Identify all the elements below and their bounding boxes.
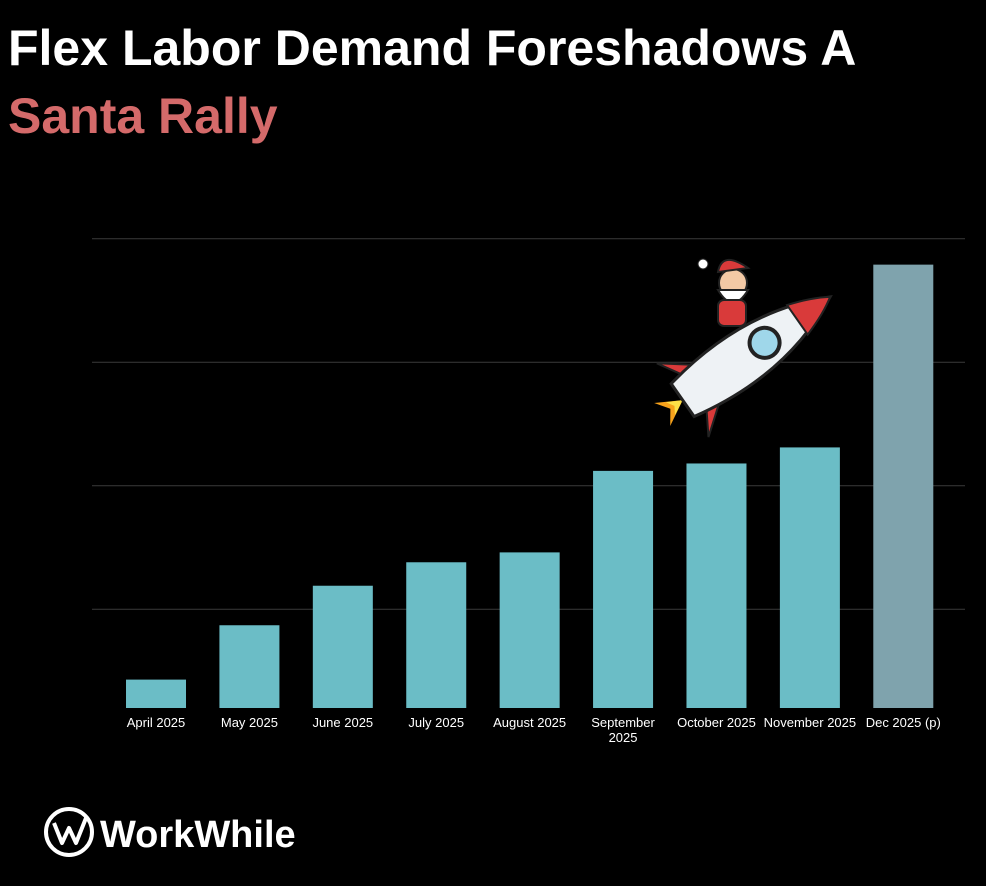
- bar: [873, 264, 934, 708]
- chart-title: Flex Labor Demand Foreshadows A: [8, 20, 856, 76]
- bar: [779, 447, 840, 708]
- santa-illustration: [697, 258, 751, 327]
- chart-title-highlight: Santa Rally: [8, 88, 278, 144]
- bar: [593, 470, 654, 708]
- x-tick-label: November 2025: [763, 715, 857, 730]
- x-tick-label: September 2025: [591, 715, 655, 745]
- x-tick-label: August 2025: [493, 715, 567, 730]
- x-tick-label: July 2025: [408, 715, 465, 730]
- bar: [499, 552, 560, 708]
- x-tick-label: May 2025: [220, 715, 278, 730]
- x-tick-label: June 2025: [312, 715, 374, 730]
- x-tick-label: Dec 2025 (p): [865, 715, 941, 730]
- logo: WorkWhile: [44, 807, 296, 857]
- bar: [219, 625, 280, 708]
- bar: [312, 585, 373, 708]
- bar: [126, 679, 187, 708]
- x-tick-label: October 2025: [677, 715, 756, 730]
- bar: [686, 463, 747, 708]
- x-tick-label: April 2025: [126, 715, 186, 730]
- bar: [406, 562, 467, 708]
- logo-text: WorkWhile: [100, 814, 296, 856]
- rocket-illustration: [654, 294, 833, 438]
